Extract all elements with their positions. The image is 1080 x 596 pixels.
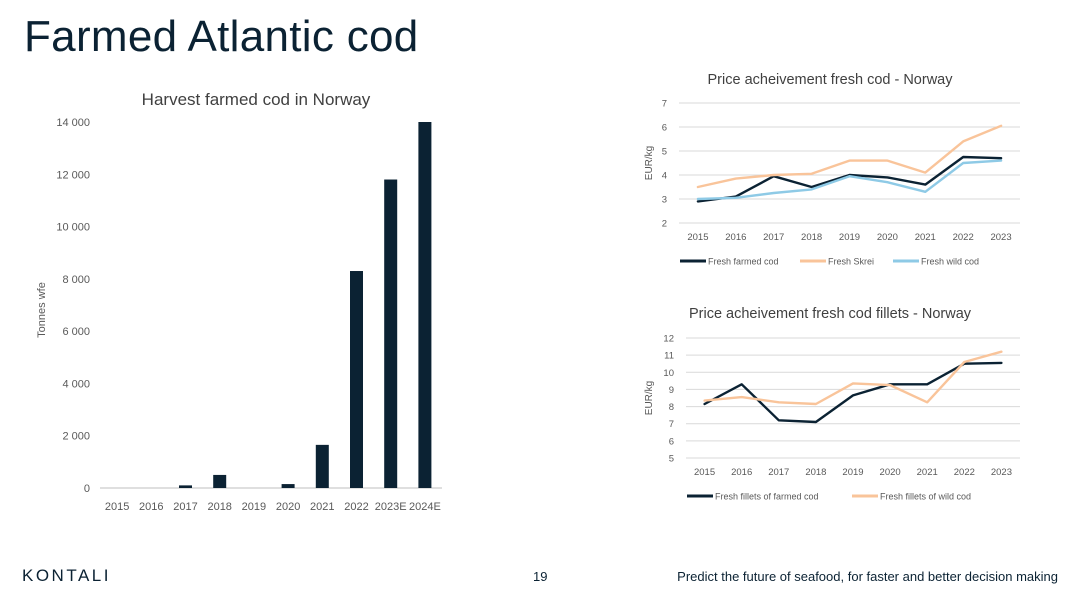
x-tick-label: 2016 bbox=[139, 501, 163, 513]
y-tick-label: 0 bbox=[84, 483, 90, 495]
x-tick-label: 2016 bbox=[731, 467, 752, 478]
bar bbox=[418, 122, 432, 488]
bar bbox=[384, 179, 398, 488]
x-tick-label: 2022 bbox=[953, 232, 974, 243]
kontali-logo: KONTALI bbox=[22, 566, 111, 585]
x-tick-label: 2021 bbox=[917, 467, 938, 478]
y-tick-label: 5 bbox=[669, 454, 674, 465]
x-tick-label: 2019 bbox=[842, 467, 863, 478]
y-tick-label: 8 000 bbox=[62, 274, 90, 286]
harvest-bar-chart: Harvest farmed cod in Norway Tonnes wfe 0 2… bbox=[36, 90, 442, 513]
series-line bbox=[703, 350, 1003, 406]
y-tick-label: 3 bbox=[662, 195, 667, 206]
y-tick-label: 4 000 bbox=[62, 378, 90, 390]
series-line bbox=[696, 155, 1003, 203]
y-tick-label: 12 000 bbox=[56, 169, 90, 181]
x-tick-label: 2018 bbox=[805, 467, 826, 478]
y-tick-label: 5 bbox=[662, 147, 667, 158]
x-tick-label: 2018 bbox=[207, 501, 231, 513]
y-tick-label: 9 bbox=[669, 385, 674, 396]
footer-tagline: Predict the future of seafood, for faste… bbox=[677, 569, 1058, 584]
x-tick-label: 2018 bbox=[801, 232, 822, 243]
x-tick-label: 2020 bbox=[877, 232, 898, 243]
x-tick-label: 2021 bbox=[310, 501, 334, 513]
x-tick-label: 2017 bbox=[768, 467, 789, 478]
x-tick-label: 2019 bbox=[839, 232, 860, 243]
y-axis-label: Tonnes wfe bbox=[36, 282, 48, 338]
series-line bbox=[703, 361, 1003, 424]
y-axis-label: EUR/kg bbox=[644, 146, 655, 180]
y-tick-label: 2 000 bbox=[62, 431, 90, 443]
price-fresh-line-chart: Price acheivement fresh cod - Norway EUR/… bbox=[644, 72, 1020, 267]
x-tick-label: 2017 bbox=[763, 232, 784, 243]
y-tick-label: 6 bbox=[669, 436, 674, 447]
bar bbox=[281, 484, 295, 488]
legend-label: Fresh fillets of farmed cod bbox=[715, 492, 819, 502]
x-tick-label: 2022 bbox=[344, 501, 368, 513]
y-tick-label: 14 000 bbox=[56, 117, 90, 129]
y-tick-label: 4 bbox=[662, 171, 667, 182]
page-number: 19 bbox=[533, 569, 548, 584]
x-tick-label: 2015 bbox=[687, 232, 708, 243]
legend-label: Fresh farmed cod bbox=[708, 257, 779, 267]
y-tick-label: 11 bbox=[664, 351, 674, 362]
y-tick-label: 6 bbox=[662, 123, 667, 134]
chart-title: Harvest farmed cod in Norway bbox=[142, 90, 371, 109]
bar bbox=[179, 485, 192, 488]
y-tick-label: 6 000 bbox=[62, 326, 90, 338]
x-tick-label: 2015 bbox=[694, 467, 715, 478]
x-tick-label: 2021 bbox=[915, 232, 936, 243]
legend-label: Fresh fillets of wild cod bbox=[880, 492, 971, 502]
y-tick-label: 7 bbox=[669, 419, 674, 430]
legend-label: Fresh wild cod bbox=[921, 257, 979, 267]
slide-title: Farmed Atlantic cod bbox=[24, 12, 419, 61]
y-tick-label: 8 bbox=[669, 402, 674, 413]
x-tick-label: 2023 bbox=[990, 232, 1011, 243]
x-tick-label: 2024E bbox=[409, 501, 441, 513]
y-axis-label: EUR/kg bbox=[644, 381, 655, 415]
chart-title: Price acheivement fresh cod fillets - No… bbox=[689, 306, 972, 322]
x-tick-label: 2017 bbox=[173, 501, 197, 513]
chart-title: Price acheivement fresh cod - Norway bbox=[708, 72, 954, 88]
bar bbox=[350, 271, 363, 488]
x-tick-label: 2015 bbox=[105, 501, 129, 513]
series-line bbox=[696, 159, 1003, 201]
y-tick-label: 12 bbox=[663, 334, 674, 345]
x-tick-label: 2023E bbox=[375, 501, 407, 513]
y-tick-label: 10 bbox=[663, 368, 674, 379]
bar bbox=[213, 474, 227, 488]
x-tick-label: 2020 bbox=[880, 467, 901, 478]
y-tick-label: 7 bbox=[662, 99, 667, 110]
x-tick-label: 2020 bbox=[276, 501, 300, 513]
x-tick-label: 2023 bbox=[991, 467, 1012, 478]
x-tick-label: 2016 bbox=[725, 232, 746, 243]
legend-label: Fresh Skrei bbox=[828, 257, 874, 267]
y-tick-label: 10 000 bbox=[56, 222, 90, 234]
series-line bbox=[696, 124, 1003, 189]
y-tick-label: 2 bbox=[662, 219, 667, 230]
bar bbox=[315, 444, 329, 488]
price-fillets-line-chart: Price acheivement fresh cod fillets - No… bbox=[644, 306, 1020, 502]
x-tick-label: 2022 bbox=[954, 467, 975, 478]
x-tick-label: 2019 bbox=[242, 501, 266, 513]
